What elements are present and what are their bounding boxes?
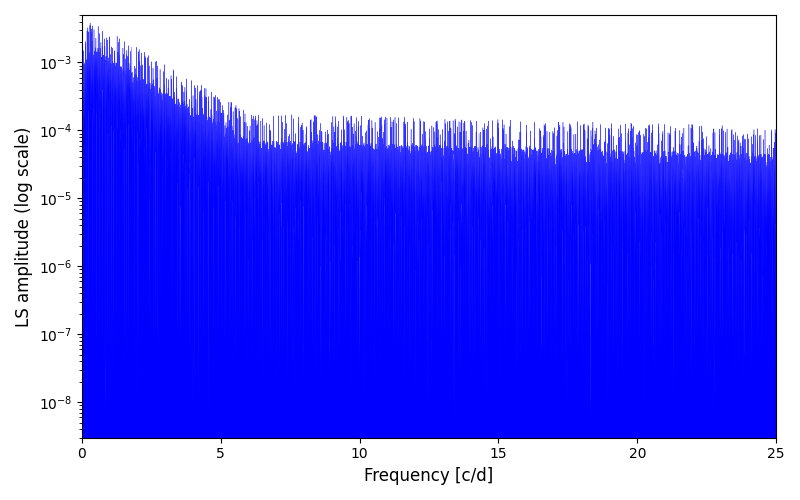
Y-axis label: LS amplitude (log scale): LS amplitude (log scale) [15, 126, 33, 326]
X-axis label: Frequency [c/d]: Frequency [c/d] [364, 467, 494, 485]
